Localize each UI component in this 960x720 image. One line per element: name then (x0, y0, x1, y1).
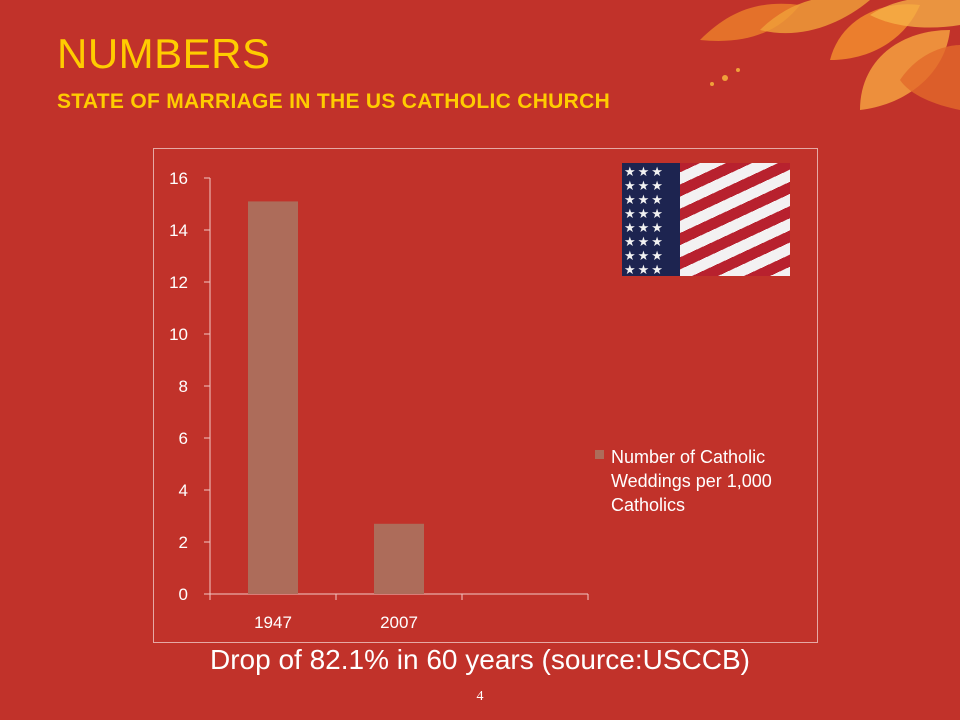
bar-2007 (374, 523, 424, 594)
page-number: 4 (476, 689, 484, 704)
autumn-leaves-icon (700, 0, 960, 110)
y-tick-label: 12 (169, 273, 188, 292)
x-tick-label: 2007 (380, 613, 418, 632)
y-tick-label: 0 (179, 585, 188, 604)
bar-1947 (248, 201, 298, 594)
y-tick-label: 2 (179, 533, 188, 552)
y-tick-label: 10 (169, 325, 188, 344)
y-tick-label: 6 (179, 429, 188, 448)
y-tick-label: 4 (179, 481, 188, 500)
slide-title: NUMBERS (57, 30, 271, 77)
y-tick-label: 8 (179, 377, 188, 396)
slide-subtitle: STATE OF MARRIAGE IN THE US CATHOLIC CHU… (57, 90, 611, 113)
legend-swatch (595, 450, 604, 459)
flag-stars: ★★★★★★★★★★★★★★★★★★★★★★★★★★★★★ (622, 163, 680, 276)
chart-frame (153, 148, 818, 643)
x-tick-label: 1947 (254, 613, 292, 632)
legend-label: Number of Catholic Weddings per 1,000 Ca… (611, 447, 772, 515)
y-tick-label: 16 (169, 169, 188, 188)
us-flag-image: ★★★★★★★★★★★★★★★★★★★★★★★★★★★★★ (622, 163, 790, 276)
y-tick-label: 14 (169, 221, 188, 240)
slide-caption: Drop of 82.1% in 60 years (source:USCCB) (210, 644, 750, 675)
